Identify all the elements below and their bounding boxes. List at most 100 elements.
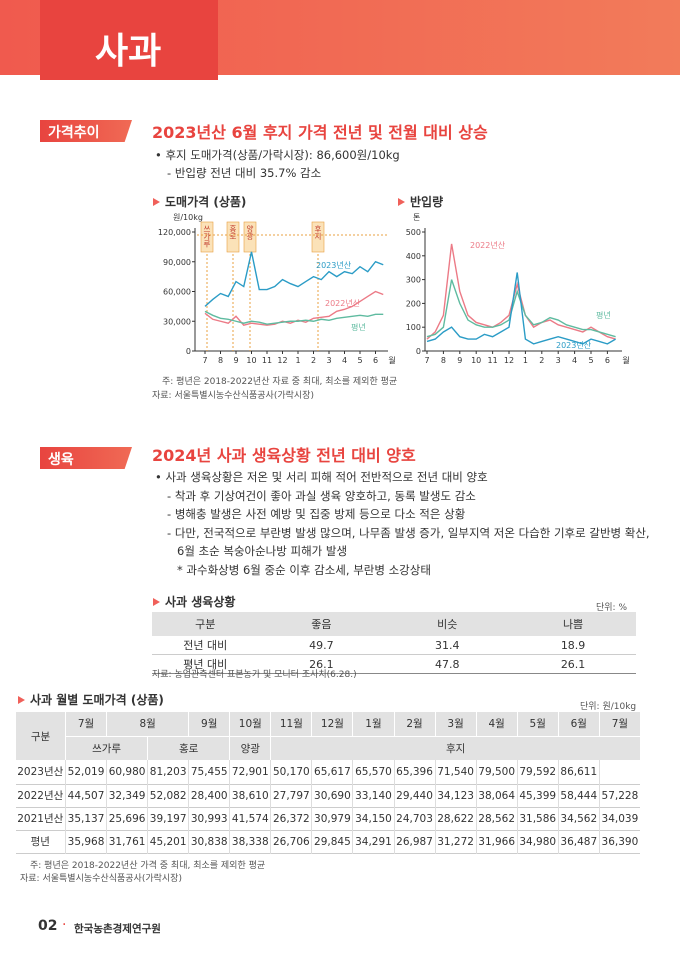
header-cell: 8월 — [106, 712, 189, 736]
header-cell: 1월 — [352, 712, 394, 736]
sub-bullet: - 병해충 발생은 사전 예방 및 집중 방제 등으로 다소 적은 상황 — [167, 507, 466, 521]
cell: 24,703 — [393, 807, 436, 830]
cell: 79,500 — [475, 760, 518, 784]
section-tag: 가격추이 — [40, 120, 132, 142]
chart-title: 도매가격 (상품) — [153, 193, 246, 210]
x-tick-label: 12 — [277, 356, 287, 365]
note: 주: 평년은 2018-2022년산 가격 중 최대, 최소를 제외한 평균 — [30, 861, 266, 871]
sub-bullet: - 착과 후 기상여건이 좋아 과실 생육 양호하고, 동록 발생도 감소 — [167, 488, 476, 503]
cell: 65,396 — [393, 760, 436, 784]
growth-table: 구분 좋음 비슷 나쁨 전년 대비 49.7 31.4 18.9 평년 대비 26.1 47.8 26… — [152, 612, 636, 674]
cell: 81,203 — [147, 760, 189, 784]
cell: 38,338 — [229, 830, 271, 853]
cell: 71,540 — [434, 760, 477, 784]
header-cell: 10월 — [229, 712, 271, 736]
cell: 29,440 — [393, 784, 436, 807]
sub-bullet: 6월 초순 복숭아순나방 피해가 발생 — [177, 544, 348, 558]
header-cell: 9월 — [188, 712, 230, 736]
y-tick-label: 0 — [186, 347, 191, 356]
header-cell: 비슷 — [437, 618, 458, 631]
y-tick-label: 400 — [406, 252, 421, 261]
y-axis-label: 톤 — [413, 213, 420, 222]
series-label: 2022년산 — [325, 298, 361, 308]
cell: 52,082 — [147, 784, 189, 807]
y-tick-label: 0 — [416, 347, 421, 356]
y-tick-label: 30,000 — [163, 317, 191, 326]
header-cell: 후지 — [270, 735, 640, 760]
series-line — [204, 310, 384, 325]
cell: 30,979 — [311, 807, 353, 830]
y-tick-label: 120,000 — [158, 228, 191, 237]
cell: 31,272 — [434, 830, 477, 853]
series-label: 평년 — [596, 310, 611, 320]
x-tick-label: 9 — [233, 356, 238, 365]
y-tick-label: 60,000 — [163, 288, 191, 297]
row: 평년 대비 26.1 47.8 26.1 — [152, 655, 636, 674]
row: 2021년산 35,137 25,696 39,197 30,993 41,574 26,3… — [15, 807, 640, 830]
annotation-box — [200, 221, 214, 253]
cell: 28,622 — [434, 807, 477, 830]
cell: 45,201 — [147, 830, 189, 853]
header-cell: 7월 — [64, 712, 107, 736]
x-tick-label: 4 — [342, 356, 347, 365]
cell: 60,980 — [106, 760, 148, 784]
section-tag: 생육 — [40, 447, 132, 469]
cell: 34,291 — [352, 830, 394, 853]
cell: 57,228 — [598, 784, 640, 807]
x-tick-label: 5 — [588, 356, 593, 365]
x-axis-label: 월 — [388, 355, 395, 365]
note: 주: 평년은 2018-2022년산 자료 중 최대, 최소를 제외한 평균 — [162, 377, 398, 387]
annotation: 양광 — [246, 225, 255, 241]
cell: 65,617 — [311, 760, 353, 784]
x-tick-label: 6 — [605, 356, 610, 365]
series-label: 2022년산 — [470, 240, 506, 250]
x-tick-label: 12 — [504, 356, 514, 365]
cell: 31.4 — [434, 638, 460, 652]
x-tick-label: 6 — [373, 356, 378, 365]
header-row: 쓰가루 홍로 양광 후지 — [16, 735, 640, 760]
cell: 33,140 — [352, 784, 394, 807]
header-row: 구분 좋음 비슷 나쁨 — [152, 612, 636, 636]
cell: 86,611 — [557, 760, 600, 784]
series-label: 2023년산 — [556, 340, 592, 350]
cell: 32,349 — [106, 784, 148, 807]
header-cell: 7월 — [598, 712, 640, 736]
header-cell: 2월 — [393, 712, 436, 736]
separator: · — [62, 917, 67, 933]
x-tick-label: 2 — [311, 356, 316, 365]
annotation-box — [226, 221, 240, 253]
cell: 38,610 — [229, 784, 271, 807]
annotation-box — [311, 221, 325, 253]
cell: 26.1 — [560, 657, 586, 671]
cell: 52,019 — [64, 760, 107, 784]
x-tick-label: 4 — [572, 356, 577, 365]
bullet: • 사과 생육상황은 저온 및 서리 피해 적어 전반적으로 전년 대비 양호 — [155, 470, 488, 484]
series-line — [204, 251, 384, 307]
cell: 44,507 — [64, 784, 107, 807]
annotation: 홍로 — [229, 224, 238, 240]
row: 2022년산 44,507 32,349 52,082 28,400 38,610 27,7… — [15, 784, 640, 807]
source: 자료: 농업관측센터 표본농가 및 모니터 조사치(6.28.) — [152, 670, 357, 680]
series-label: 평년 — [351, 322, 366, 332]
cell: 41,574 — [229, 807, 271, 830]
series-line — [426, 243, 616, 340]
header-cell: 6월 — [557, 712, 600, 736]
cell: 28,562 — [475, 807, 518, 830]
cell: 평년 — [30, 836, 50, 848]
cell: 34,039 — [598, 807, 640, 830]
cell: 34,123 — [434, 784, 477, 807]
series-line — [426, 272, 616, 345]
cell: 45,399 — [516, 784, 559, 807]
org: 한국농촌경제연구원 — [74, 923, 161, 935]
x-tick-label: 7 — [202, 356, 207, 365]
chart-title: 반입량 — [398, 193, 443, 210]
cell: 29,845 — [311, 830, 353, 853]
cell: 49.7 — [309, 638, 334, 652]
x-tick-label: 1 — [295, 356, 300, 365]
annotation-box — [243, 221, 257, 253]
y-tick-label: 300 — [406, 276, 421, 285]
cell: 31,761 — [106, 830, 148, 853]
row: 전년 대비 49.7 31.4 18.9 — [152, 636, 636, 655]
